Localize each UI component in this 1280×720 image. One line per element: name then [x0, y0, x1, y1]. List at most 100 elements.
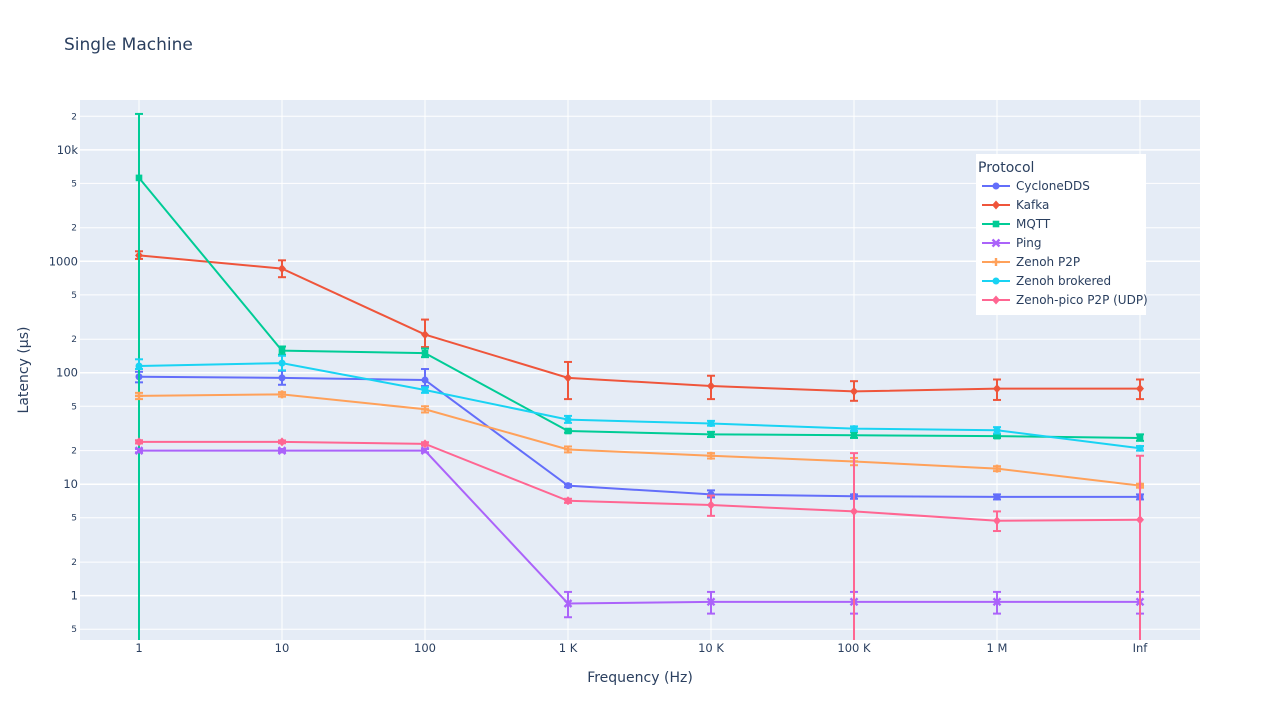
y-tick-label: 10k: [57, 143, 79, 157]
legend-marker: [991, 238, 1001, 248]
data-point: [1136, 444, 1144, 452]
y-minor-tick-label: 5: [71, 402, 77, 412]
data-point: [850, 506, 858, 516]
y-minor-tick-label: 2: [71, 112, 77, 122]
data-point: [278, 359, 286, 367]
legend-label: Ping: [1016, 236, 1042, 250]
data-point: [850, 425, 858, 433]
data-point: [278, 374, 286, 382]
x-tick-label: 10: [275, 641, 290, 655]
data-point: [278, 347, 286, 354]
y-axis-title: Latency (µs): [16, 327, 32, 414]
legend-items: CycloneDDS Kafka MQTT Ping Zenoh P2P Zenoh br…: [982, 179, 1148, 307]
data-point: [278, 390, 286, 399]
data-point: [135, 174, 143, 182]
data-point: [135, 437, 143, 447]
y-minor-tick-label: 5: [71, 179, 77, 189]
legend-item[interactable]: Zenoh brokered: [982, 274, 1111, 288]
legend-box: [976, 154, 1146, 315]
legend-marker: [992, 258, 1000, 266]
y-tick-label: 1000: [49, 254, 78, 268]
data-point: [850, 386, 858, 396]
legend-marker: [992, 200, 1000, 210]
data-point: [421, 349, 429, 357]
y-tick-label: 1: [71, 589, 78, 603]
y-minor-tick-label: 2: [71, 224, 77, 234]
data-point: [563, 599, 573, 608]
series-line: [138, 393, 1141, 487]
legend-title: Protocol: [978, 160, 1034, 176]
data-point: [564, 373, 572, 383]
y-axis-ticks: 5 2 5 2 5 2 5 2 5 2 1 10 100 1000 10k: [49, 112, 79, 635]
legend-item[interactable]: Zenoh-pico P2P (UDP): [982, 293, 1148, 307]
data-point: [706, 597, 716, 607]
data-point: [278, 437, 286, 447]
series-line: [138, 375, 1140, 498]
legend-marker: [992, 182, 1000, 190]
data-point: [278, 264, 286, 274]
series-line: [138, 362, 1141, 450]
data-point: [134, 446, 144, 455]
data-point: [707, 451, 715, 460]
data-point: [993, 384, 1001, 394]
data-point: [420, 446, 430, 455]
data-point: [421, 330, 429, 340]
chart-title: Single Machine: [64, 35, 193, 55]
x-tick-label: 1 M: [987, 641, 1008, 655]
legend-item[interactable]: Kafka: [982, 198, 1049, 212]
data-point: [1136, 434, 1144, 442]
data-point: [707, 381, 715, 391]
data-point: [993, 464, 1001, 473]
series-line: [138, 177, 1141, 439]
legend-marker: [992, 277, 1000, 285]
data-point: [421, 386, 429, 394]
y-minor-tick-label: 2: [71, 447, 77, 457]
x-tick-label: 100 K: [837, 641, 871, 655]
y-minor-tick-label: 2: [71, 558, 77, 568]
y-tick-label: 10: [63, 477, 78, 491]
data-point: [135, 362, 143, 370]
legend-item[interactable]: Ping: [982, 236, 1042, 250]
y-minor-tick-label: 2: [71, 335, 77, 345]
x-tick-label: Inf: [1133, 641, 1149, 655]
y-tick-label: 100: [56, 366, 78, 380]
data-point: [1136, 515, 1144, 525]
series-kafka: [135, 250, 1144, 402]
x-tick-label: 1: [135, 641, 142, 655]
legend-marker: [992, 295, 1000, 305]
x-axis-title: Frequency (Hz): [587, 670, 693, 686]
data-point: [564, 416, 572, 424]
data-point: [707, 420, 715, 428]
y-minor-tick-label: 5: [71, 291, 77, 301]
data-point: [277, 446, 287, 455]
series-line: [139, 449, 1140, 605]
legend-label: Zenoh P2P: [1016, 255, 1080, 269]
series-line: [139, 440, 1141, 522]
data-point: [421, 376, 429, 384]
legend-label: CycloneDDS: [1016, 179, 1090, 193]
data-point: [993, 426, 1001, 434]
data-point: [707, 431, 715, 438]
data-point: [993, 516, 1001, 526]
legend-label: Zenoh brokered: [1016, 274, 1111, 288]
legend-marker: [992, 220, 1000, 228]
data-point: [850, 431, 858, 439]
data-point: [135, 391, 143, 400]
series-mqtt: [135, 112, 1144, 640]
legend-item[interactable]: CycloneDDS: [982, 179, 1090, 193]
x-tick-label: 100: [414, 641, 436, 655]
series-zenoh-brokered: [135, 354, 1144, 452]
data-point: [707, 500, 715, 510]
data-point: [564, 496, 572, 506]
legend-item[interactable]: MQTT: [982, 217, 1051, 231]
legend-label: MQTT: [1016, 217, 1051, 231]
x-tick-label: 1 K: [559, 641, 578, 655]
data-point: [993, 432, 1001, 440]
legend[interactable]: Protocol CycloneDDS Kafka MQTT Ping Zenoh P2…: [976, 154, 1148, 315]
data-point: [421, 405, 429, 414]
x-axis-ticks: 1 10 100 1 K 10 K 100 K 1 M Inf: [135, 641, 1148, 655]
series-line: [138, 254, 1140, 393]
legend-item[interactable]: Zenoh P2P: [982, 255, 1080, 269]
legend-label: Kafka: [1016, 198, 1049, 212]
legend-label: Zenoh-pico P2P (UDP): [1016, 293, 1148, 307]
